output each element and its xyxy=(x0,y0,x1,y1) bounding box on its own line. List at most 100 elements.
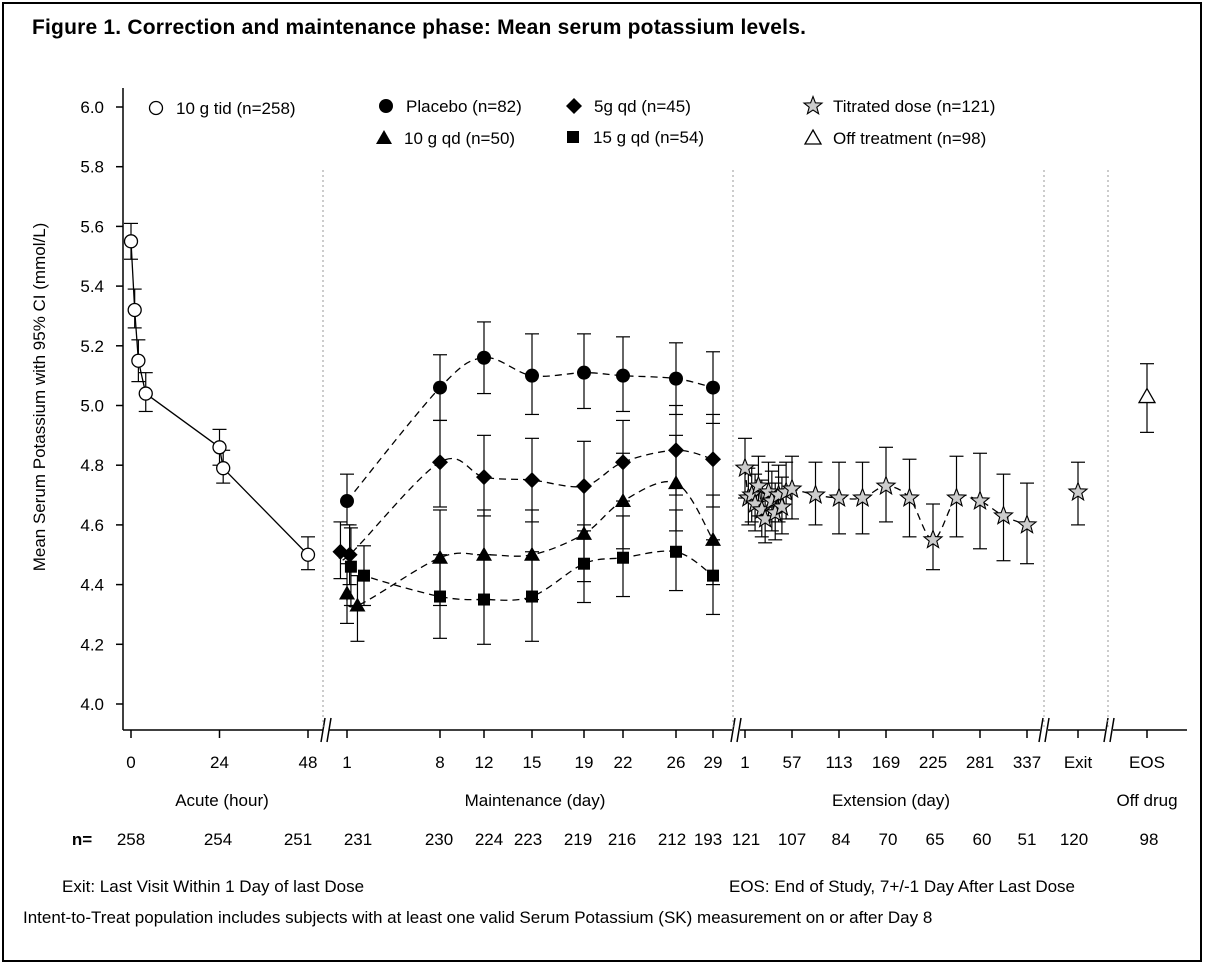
series-line xyxy=(130,241,309,556)
y-tick-label: 4.8 xyxy=(80,456,104,475)
data-point-circle xyxy=(340,494,354,509)
data-point-triangle xyxy=(705,531,721,546)
n-count: 224 xyxy=(475,830,503,849)
y-tick-label: 4.4 xyxy=(80,576,104,595)
data-point-square xyxy=(707,569,719,582)
n-count: 258 xyxy=(117,830,145,849)
x-tick-label: 169 xyxy=(872,753,900,772)
data-point-circle xyxy=(616,368,630,383)
data-point-star xyxy=(1067,481,1089,502)
data-point-star xyxy=(969,489,991,510)
data-point-circle-open xyxy=(138,386,153,401)
data-point-star xyxy=(771,495,793,516)
n-count: 251 xyxy=(284,830,312,849)
axis-break-mark xyxy=(1109,717,1115,743)
data-point-square xyxy=(344,560,357,573)
data-point-triangle xyxy=(349,597,366,612)
data-point-star xyxy=(758,481,779,502)
axis-break-mark xyxy=(1044,717,1050,743)
data-point-square xyxy=(526,590,538,603)
series-line xyxy=(346,357,714,502)
data-point-square xyxy=(478,593,490,606)
data-point-star xyxy=(993,504,1014,525)
data-point-star xyxy=(899,486,920,507)
y-tick-label: 5.0 xyxy=(80,397,104,416)
data-point-diamond xyxy=(705,451,721,468)
y-tick-label: 5.4 xyxy=(80,277,104,296)
legend-label: 5g qd (n=45) xyxy=(594,97,691,116)
axis-break-mark xyxy=(1038,717,1044,743)
y-tick-label: 5.6 xyxy=(80,217,104,236)
panel-title: Extension (day) xyxy=(832,791,950,810)
y-tick-label: 6.0 xyxy=(80,98,104,117)
data-point-triangle xyxy=(339,585,355,600)
axis-break-mark xyxy=(736,717,742,743)
x-tick-label: EOS xyxy=(1129,753,1165,772)
data-point-square xyxy=(357,569,370,582)
legend-label: Off treatment (n=98) xyxy=(833,129,986,148)
data-point-circle-open xyxy=(212,440,227,455)
n-count: 84 xyxy=(832,830,851,849)
x-tick-label: 26 xyxy=(667,753,686,772)
data-point-circle xyxy=(525,368,539,383)
legend-marker-triangle xyxy=(376,130,392,144)
legend-label: Titrated dose (n=121) xyxy=(833,97,995,116)
x-tick-label: 15 xyxy=(523,753,542,772)
footnote-itt: Intent-to-Treat population includes subj… xyxy=(23,908,933,927)
n-count: 219 xyxy=(564,830,592,849)
data-point-circle-open xyxy=(300,547,316,562)
x-tick-label: 1 xyxy=(740,753,749,772)
n-label: n= xyxy=(72,830,92,849)
x-tick-label: 12 xyxy=(475,753,494,772)
data-point-star xyxy=(828,486,850,507)
y-tick-label: 5.8 xyxy=(80,158,104,177)
axis-break-mark xyxy=(730,717,736,743)
legend-label: Placebo (n=82) xyxy=(406,97,522,116)
x-tick-label: 29 xyxy=(704,753,723,772)
series-line xyxy=(350,550,714,601)
data-point-diamond xyxy=(524,472,540,489)
legend-label: 15 g qd (n=54) xyxy=(593,128,704,147)
x-tick-label: 22 xyxy=(614,753,633,772)
data-point-triangle-open xyxy=(1137,387,1157,404)
data-point-star xyxy=(734,457,756,478)
n-count: 121 xyxy=(732,830,760,849)
n-count: 60 xyxy=(973,830,992,849)
data-point-triangle xyxy=(615,493,631,508)
x-tick-label: 1 xyxy=(342,753,351,772)
data-point-circle xyxy=(477,350,491,365)
x-tick-label: 337 xyxy=(1013,753,1041,772)
n-count: 231 xyxy=(344,830,372,849)
series-line xyxy=(338,449,714,562)
x-tick-label: 19 xyxy=(575,753,594,772)
y-axis-label: Mean Serum Potassium with 95% CI (mmol/L… xyxy=(30,223,49,572)
data-point-star xyxy=(875,475,897,496)
data-point-circle-open xyxy=(216,461,231,476)
y-tick-label: 4.0 xyxy=(80,695,104,714)
data-point-square xyxy=(670,545,682,558)
n-count: 98 xyxy=(1140,830,1159,849)
data-point-diamond xyxy=(432,454,448,471)
series-line xyxy=(346,481,714,608)
x-tick-label: 281 xyxy=(966,753,994,772)
axis-break-mark xyxy=(320,717,326,743)
legend-marker-diamond xyxy=(566,98,582,114)
n-count: 193 xyxy=(694,830,722,849)
data-point-star xyxy=(1016,513,1038,534)
n-count: 212 xyxy=(658,830,686,849)
data-point-square xyxy=(617,551,629,564)
data-point-star xyxy=(781,478,803,499)
data-point-star xyxy=(805,483,826,504)
legend-label: 10 g tid (n=258) xyxy=(176,99,296,118)
x-tick-label: 8 xyxy=(435,753,444,772)
legend-marker-circle-open xyxy=(148,100,164,116)
data-point-square xyxy=(434,590,446,603)
legend-label: 10 g qd (n=50) xyxy=(404,129,515,148)
data-point-star xyxy=(741,483,763,504)
data-point-circle-open xyxy=(127,302,142,318)
n-count: 216 xyxy=(608,830,636,849)
data-point-triangle xyxy=(476,546,492,561)
data-point-square xyxy=(578,557,590,570)
